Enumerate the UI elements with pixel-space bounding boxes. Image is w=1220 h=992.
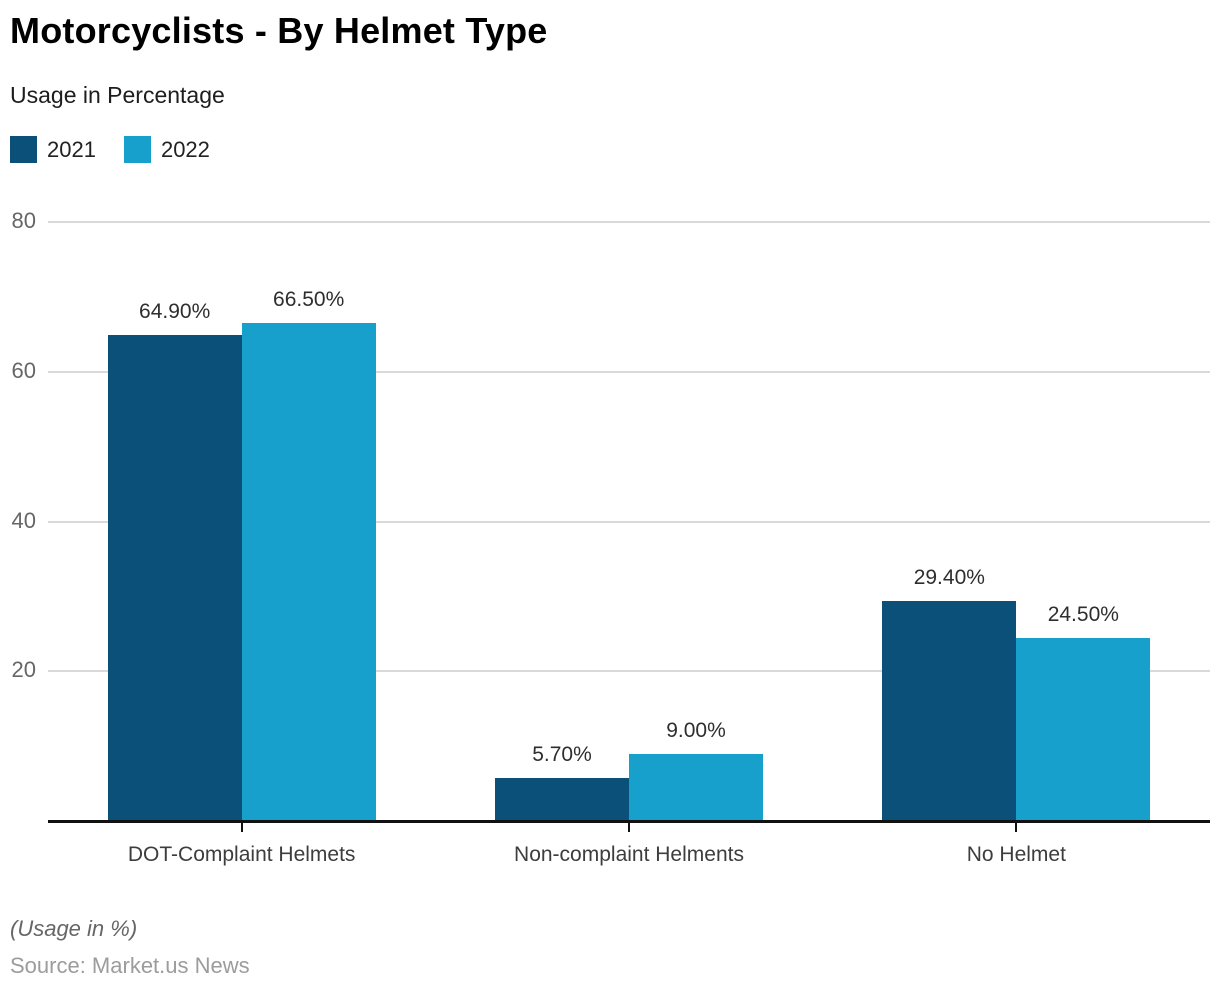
chart-subtitle: Usage in Percentage bbox=[10, 82, 225, 108]
x-axis-line bbox=[48, 820, 1210, 823]
x-axis-tick-3 bbox=[1015, 823, 1018, 832]
bar-2022-category-3 bbox=[1016, 637, 1151, 821]
bar-2022-category-2 bbox=[629, 753, 763, 821]
y-tick-label-40: 40 bbox=[11, 507, 36, 533]
legend-item-2021: 2021 bbox=[10, 136, 96, 163]
value-label-2022-category-1: 66.50% bbox=[273, 288, 345, 312]
value-label-2021-category-3: 29.40% bbox=[913, 565, 985, 589]
y-tick-label-80: 80 bbox=[11, 208, 36, 233]
source-note: Source: Market.us News bbox=[10, 953, 250, 978]
value-label-2021-category-1: 64.90% bbox=[139, 300, 211, 324]
bar-2021-category-2 bbox=[495, 778, 629, 821]
value-label-2021-category-2: 5.70% bbox=[532, 743, 592, 767]
legend-swatch-2022 bbox=[123, 136, 151, 163]
gridline-40 bbox=[48, 520, 1210, 523]
x-axis-tick-2 bbox=[628, 823, 630, 832]
legend-label: 2022 bbox=[160, 136, 210, 162]
value-label-2022-category-3: 24.50% bbox=[1047, 602, 1119, 626]
y-tick-label-60: 60 bbox=[11, 357, 36, 383]
bar-2022-category-1 bbox=[241, 323, 376, 821]
gridline-80 bbox=[48, 221, 1210, 223]
value-label-2022-category-2: 9.00% bbox=[666, 718, 726, 742]
gridline-20 bbox=[48, 670, 1210, 673]
legend-swatch-2021 bbox=[10, 136, 37, 163]
y-tick-label-20: 20 bbox=[11, 657, 36, 683]
chart-title: Motorcyclists - By Helmet Type bbox=[10, 10, 548, 51]
bar-2021-category-3 bbox=[882, 600, 1017, 821]
category-label-3: No Helmet bbox=[966, 843, 1066, 866]
legend-label: 2021 bbox=[47, 136, 96, 162]
usage-note: (Usage in %) bbox=[10, 916, 138, 941]
legend: 2021 2022 bbox=[10, 136, 210, 163]
legend-item-2022: 2022 bbox=[123, 136, 210, 163]
x-axis-tick-1 bbox=[240, 823, 243, 832]
bar-2021-category-1 bbox=[107, 335, 242, 821]
category-label-2: Non-complaint Helments bbox=[514, 843, 744, 866]
gridline-60 bbox=[48, 370, 1210, 373]
category-label-1: DOT-Complaint Helmets bbox=[127, 843, 356, 866]
